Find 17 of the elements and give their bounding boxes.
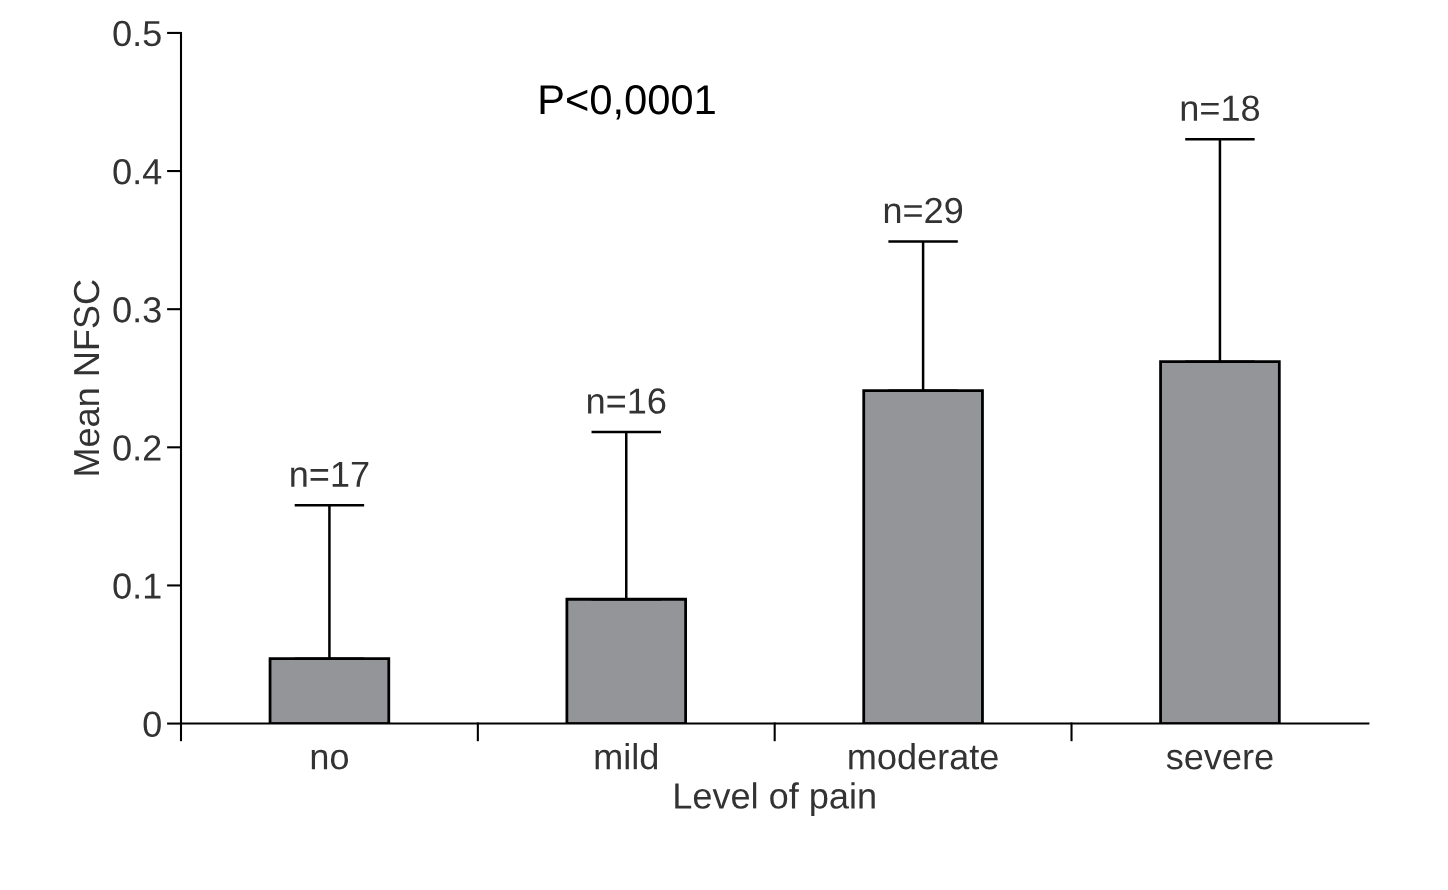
annotation: n=18 bbox=[1181, 95, 1260, 122]
y-tick-label: 0.2 bbox=[113, 435, 161, 461]
x-tick-label: severe bbox=[1166, 749, 1273, 770]
y-axis-title: Mean NFSC bbox=[73, 280, 100, 475]
annotation: n=29 bbox=[884, 197, 963, 224]
y-tick-label: 0.4 bbox=[113, 158, 162, 185]
x-tick-label: mild bbox=[595, 743, 658, 770]
x-axis-title: Level of pain bbox=[675, 782, 875, 816]
y-tick-label: 0.5 bbox=[113, 20, 161, 47]
x-tick-label: moderate bbox=[849, 743, 998, 770]
annotation: n=16 bbox=[587, 388, 666, 414]
y-tick-label: 0.1 bbox=[113, 573, 161, 599]
annotation: n=17 bbox=[291, 461, 369, 487]
x-tick-label: no bbox=[311, 749, 348, 770]
annotation: P<0,0001 bbox=[540, 84, 715, 120]
y-tick-label: 0 bbox=[143, 711, 161, 738]
y-tick-label: 0.3 bbox=[113, 297, 161, 323]
